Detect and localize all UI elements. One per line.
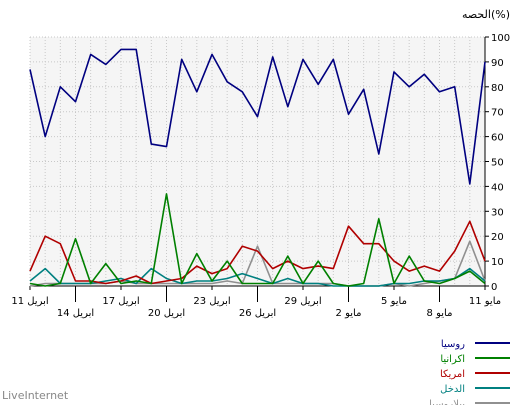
y-tick-label: 30 [491, 207, 504, 218]
x-tick-label: 23 ابريل [193, 296, 230, 307]
plot-area [30, 37, 485, 286]
footer-brand[interactable]: LiveInternet [2, 389, 69, 402]
y-tick-label: 90 [491, 58, 504, 69]
y-tick-label: 50 [491, 158, 504, 169]
series-line [29, 193, 486, 287]
x-tick-label: 11 ابريل [11, 296, 48, 307]
y-tick-label: 10 [491, 257, 504, 268]
y-tick-label: 70 [491, 108, 504, 119]
legend-entry[interactable]: بيلاروسيا [429, 399, 465, 405]
legend-entry[interactable]: امريكا [440, 369, 465, 380]
x-tick-label: 11 مايو [469, 296, 501, 307]
series-line [29, 220, 486, 285]
y-tick-label: 0 [491, 282, 497, 293]
y-tick-label: 60 [491, 133, 504, 144]
x-tick-label: 17 ابريل [102, 296, 139, 307]
y-tick-label: 40 [491, 182, 504, 193]
legend: روسيا اكرانيا امريكا الدخل بيلاروسيا [429, 339, 510, 405]
series-line [29, 48, 486, 185]
y-axis-ticks: 0 10 20 30 40 50 60 70 80 90 100 [485, 33, 510, 293]
x-tick-label: 20 ابريل [148, 308, 185, 319]
x-tick-label: 14 ابريل [57, 308, 94, 319]
series-lines [29, 48, 486, 287]
legend-entry[interactable]: روسيا [441, 339, 465, 350]
x-tick-label: 26 ابريل [239, 308, 276, 319]
x-tick-label: 5 مايو [381, 296, 407, 307]
y-tick-label: 100 [491, 33, 510, 44]
x-tick-label: 8 مايو [427, 308, 453, 319]
x-axis-ticks: 11 مايو 8 مايو 5 مايو 2 مايو 29 ابريل 26 ابري… [11, 286, 501, 319]
y-tick-label: 80 [491, 83, 504, 94]
legend-entry[interactable]: اكرانيا [440, 354, 465, 365]
series-line [29, 267, 486, 287]
x-tick-label: 29 ابريل [284, 296, 321, 307]
grid [29, 36, 486, 287]
y-tick-label: 20 [491, 232, 504, 243]
legend-entry[interactable]: الدخل [440, 384, 465, 395]
x-tick-label: 2 مايو [336, 308, 362, 319]
y-axis-label: الحصه(%) [462, 8, 510, 21]
